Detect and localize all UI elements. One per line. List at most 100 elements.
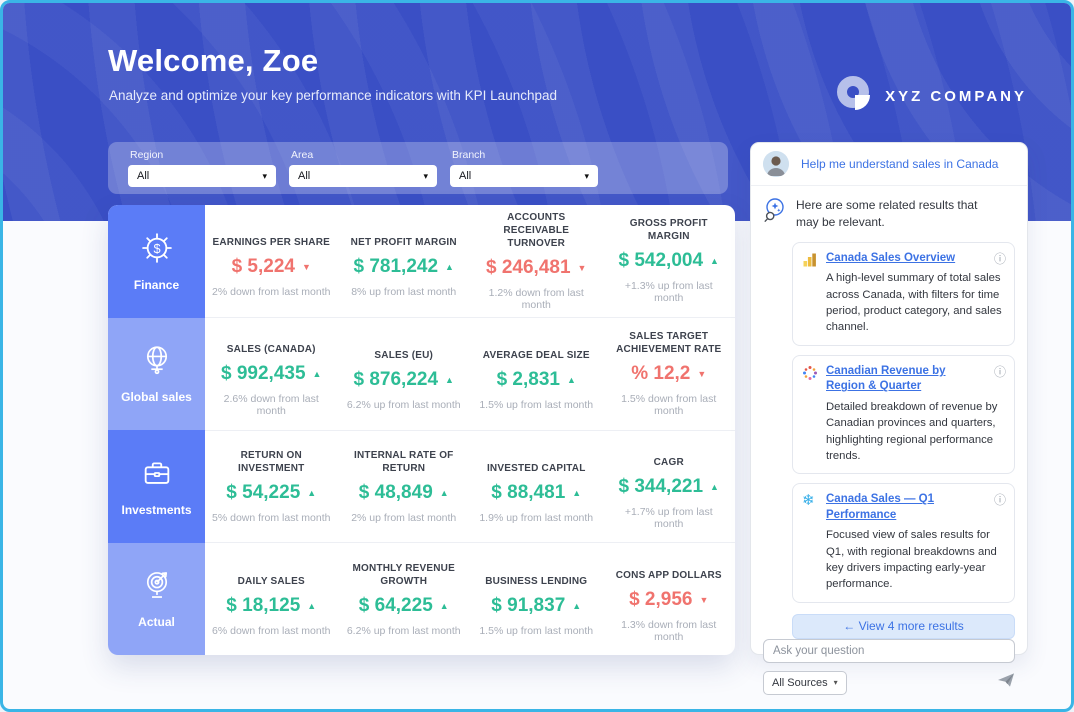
kpi-row-global-sales: SALES (CANADA) $ 992,435 ▲ 2.6% down from… (205, 316, 736, 430)
sidebar-item-label: Finance (133, 277, 180, 292)
sidebar-item-label: Actual (138, 615, 175, 630)
sources-select[interactable]: All Sources ▾ (763, 670, 847, 695)
view-more-results-button[interactable]: ← View 4 more results (792, 613, 1015, 639)
filter-area: Area All ▾ (289, 149, 437, 187)
metric-note: 6% down from last month (212, 624, 331, 637)
assistant-input-area: All Sources ▾ (751, 638, 1027, 707)
filter-branch-value: All (459, 170, 472, 182)
metric-title: GROSS PROFIT MARGIN (629, 218, 708, 243)
page-title: Welcome, Zoe (108, 43, 319, 78)
metric-title: INTERNAL RATE OF RETURN (354, 449, 454, 474)
sidebar-item-label: Investments (121, 502, 192, 517)
info-icon[interactable]: ⓘ (993, 364, 1006, 379)
metric-value: $ 5,224 (231, 256, 295, 278)
metric-note: 2.6% down from last month (223, 393, 319, 418)
metric-average-deal-size: AVERAGE DEAL SIZE $ 2,831 ▲ 1.5% up from … (470, 318, 603, 430)
metric-value: % 12,2 (631, 363, 691, 385)
result-card[interactable]: Canadian Revenue by Region & Quarter ⓘ D… (792, 354, 1015, 475)
metric-note: 2% down from last month (212, 286, 331, 299)
sidebar-item-label: Global sales (121, 390, 192, 405)
metric-title: CONS APP DOLLARS (615, 569, 722, 581)
input-row: All Sources ▾ (763, 670, 1015, 695)
trend-up-icon: ▲ (572, 600, 582, 611)
question-input[interactable] (763, 638, 1015, 663)
header: Welcome, Zoe Analyze and optimize your k… (3, 3, 1071, 221)
metric-sales-target-achievement-rate: SALES TARGET ACHIEVEMENT RATE % 12,2 ▼ 1.… (603, 318, 736, 430)
metric-invested-capital: INVESTED CAPITAL $ 88,481 ▲ 1.9% up from … (470, 431, 603, 543)
metric-value: $ 344,221 (618, 475, 704, 497)
metric-title: BUSINESS LENDING (485, 575, 588, 587)
result-card[interactable]: Canada Sales Overview ⓘ A high-level sum… (792, 241, 1015, 346)
metric-note: 1.5% up from last month (479, 399, 594, 412)
trend-up-icon: ▲ (312, 369, 322, 380)
kpi-sidebar: $ Finance Global sales (108, 205, 205, 655)
metric-business-lending: BUSINESS LENDING $ 91,837 ▲ 1.5% up from … (470, 543, 603, 655)
user-avatar (763, 151, 789, 177)
metric-note: 1.5% down from last month (621, 393, 717, 418)
metric-note: +1.3% up from last month (624, 280, 713, 305)
assistant-panel: Help me understand sales in Canada Here … (750, 142, 1028, 695)
result-description: A high-level summary of total sales acro… (826, 272, 1002, 334)
sidebar-item-finance[interactable]: $ Finance (108, 205, 205, 318)
result-card[interactable]: ❄ Canada Sales — Q1 Performance ⓘ Focuse… (792, 483, 1015, 603)
metric-title: MONTHLY REVENUE GROWTH (352, 562, 455, 587)
trend-up-icon: ▲ (566, 375, 576, 386)
filter-region: Region All ▾ (128, 149, 276, 187)
metric-value: $ 781,242 (353, 256, 439, 278)
metric-title: SALES (CANADA) (226, 344, 316, 356)
metric-internal-rate-of-return: INTERNAL RATE OF RETURN $ 48,849 ▲ 2% up … (338, 431, 471, 543)
metric-value: $ 542,004 (618, 250, 704, 272)
kpi-row-actual: DAILY SALES $ 18,125 ▲ 6% down from last … (205, 542, 735, 655)
chevron-down-icon: ▾ (833, 678, 838, 688)
filter-branch-select[interactable]: All ▾ (450, 165, 598, 187)
result-title-link[interactable]: Canadian Revenue by Region & Quarter (826, 364, 946, 393)
trend-up-icon: ▲ (445, 375, 454, 386)
trend-up-icon: ▲ (307, 487, 317, 498)
metric-note: +1.7% up from last month (624, 505, 713, 530)
user-message: Help me understand sales in Canada (801, 157, 999, 171)
sidebar-item-global-sales[interactable]: Global sales (108, 317, 205, 430)
metric-note: 1.9% up from last month (479, 511, 594, 524)
bar-chart-icon (802, 252, 818, 268)
trend-down-icon: ▼ (301, 262, 311, 273)
metric-title: RETURN ON INVESTMENT (238, 449, 305, 474)
assistant-body: Here are some related results that may b… (751, 186, 1027, 639)
starburst-icon (802, 365, 818, 381)
ai-search-icon (763, 197, 787, 228)
caret-down-icon: ▾ (262, 170, 267, 181)
sidebar-item-investments[interactable]: Investments (108, 430, 205, 543)
caret-down-icon: ▾ (423, 170, 428, 181)
trend-up-icon: ▲ (439, 600, 449, 611)
info-icon[interactable]: ⓘ (993, 493, 1006, 508)
metric-earnings-per-share: EARNINGS PER SHARE $ 5,224 ▼ 2% down from… (205, 205, 338, 317)
metric-note: 1.2% down from last month (488, 286, 584, 311)
metric-title: CAGR (653, 456, 684, 468)
metric-note: 6.2% up from last month (346, 399, 461, 412)
filter-bar: Region All ▾ Area All ▾ Branch All ▾ (108, 142, 728, 194)
metric-accounts-receivable-turnover: ACCOUNTS RECEIVABLE TURNOVER $ 246,481 ▼ … (470, 205, 603, 317)
send-icon[interactable] (997, 672, 1015, 693)
metric-title: INVESTED CAPITAL (486, 462, 586, 474)
filter-region-select[interactable]: All ▾ (128, 165, 276, 187)
info-icon[interactable]: ⓘ (993, 251, 1006, 266)
kpi-card: $ Finance Global sales (108, 205, 735, 655)
filter-branch: Branch All ▾ (450, 149, 598, 187)
metric-value: $ 2,831 (496, 369, 560, 391)
snowflake-icon: ❄ (802, 492, 815, 510)
brand: XYZ COMPANY (835, 75, 1027, 118)
sidebar-item-actual[interactable]: Actual (108, 542, 205, 655)
result-description: Detailed breakdown of revenue by Canadia… (826, 400, 998, 462)
result-title-link[interactable]: Canada Sales Overview (826, 251, 956, 264)
filter-branch-label: Branch (452, 149, 486, 161)
metric-value: $ 2,956 (629, 588, 693, 610)
metric-title: EARNINGS PER SHARE (212, 237, 330, 249)
filter-area-select[interactable]: All ▾ (289, 165, 437, 187)
metric-title: DAILY SALES (237, 575, 305, 587)
caret-down-icon: ▾ (584, 170, 589, 181)
trend-down-icon: ▼ (697, 369, 707, 380)
result-title-link[interactable]: Canada Sales — Q1 Performance (826, 493, 935, 521)
metric-title: SALES TARGET ACHIEVEMENT RATE (616, 331, 722, 356)
page-subtitle: Analyze and optimize your key performanc… (109, 88, 557, 103)
svg-text:$: $ (153, 241, 160, 256)
